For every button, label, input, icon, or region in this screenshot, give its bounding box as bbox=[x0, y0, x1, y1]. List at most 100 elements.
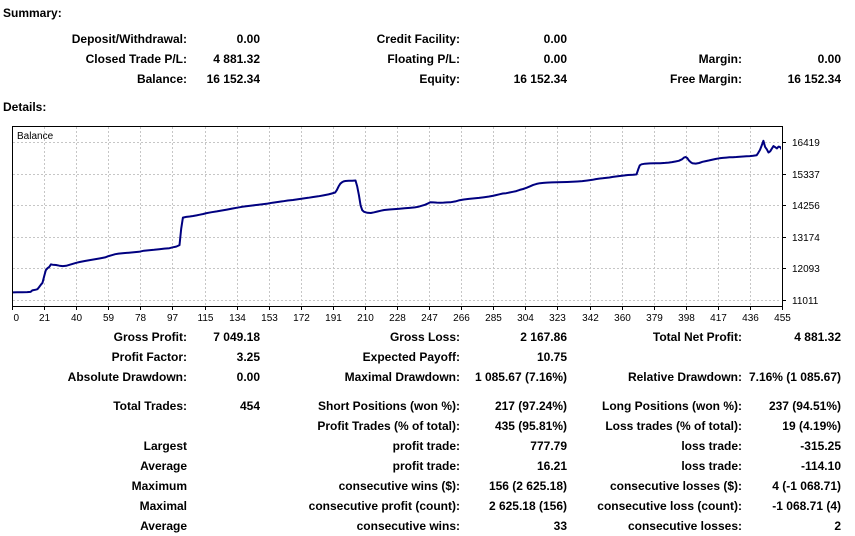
details-stats-table-bottom: Total Trades: 454 Short Positions (won %):… bbox=[0, 396, 841, 536]
stat-value: 10.75 bbox=[536, 350, 567, 364]
stat-label: Average bbox=[140, 459, 187, 473]
stat-label: loss trade: bbox=[681, 459, 742, 473]
stat-label: Maximal Drawdown: bbox=[344, 370, 460, 384]
x-axis-label: 247 bbox=[421, 313, 438, 324]
x-axis-label: 59 bbox=[103, 313, 115, 324]
stat-label: profit trade: bbox=[392, 459, 460, 473]
stat-label: Balance: bbox=[136, 72, 187, 86]
stat-label: Equity: bbox=[419, 72, 460, 86]
x-axis-label: 191 bbox=[325, 313, 342, 324]
details-section-title: Details: bbox=[3, 100, 47, 114]
summary-stats-table: Deposit/Withdrawal: 0.00 Credit Facility: 0… bbox=[0, 29, 841, 89]
stat-value bbox=[187, 416, 260, 436]
x-axis-label: 360 bbox=[614, 313, 631, 324]
stat-label: Gross Profit: bbox=[113, 330, 187, 344]
details-stats-table-top: Gross Profit: 7 049.18 Gross Loss: 2 167.86… bbox=[0, 327, 841, 387]
stat-label: Loss trades (% of total): bbox=[605, 419, 742, 433]
x-axis-label: 379 bbox=[646, 313, 663, 324]
stat-label: Profit Factor: bbox=[111, 350, 187, 364]
stat-value: 7 049.18 bbox=[213, 330, 260, 344]
y-axis-label: 11011 bbox=[792, 296, 819, 307]
x-axis-label: 436 bbox=[742, 313, 759, 324]
stat-value: 1 085.67 (7.16%) bbox=[474, 370, 567, 384]
y-axis-label: 13174 bbox=[792, 233, 820, 244]
stat-label: Profit Trades (% of total): bbox=[317, 419, 460, 433]
x-axis-label: 398 bbox=[678, 313, 695, 324]
stat-label: Expected Payoff: bbox=[362, 350, 460, 364]
stat-label: Deposit/Withdrawal: bbox=[71, 32, 187, 46]
stat-label: consecutive losses: bbox=[627, 519, 742, 533]
stat-label: Floating P/L: bbox=[387, 52, 460, 66]
stat-value bbox=[742, 29, 841, 49]
stat-value: 0.00 bbox=[543, 32, 567, 46]
stat-label bbox=[567, 347, 742, 367]
stat-label: consecutive wins ($): bbox=[338, 479, 460, 493]
x-axis-label: 153 bbox=[261, 313, 278, 324]
x-axis-label: 323 bbox=[549, 313, 566, 324]
stat-value: 435 (95.81%) bbox=[494, 419, 567, 433]
stat-value: 4 (-1 068.71) bbox=[772, 479, 841, 493]
x-axis-label: 455 bbox=[774, 313, 791, 324]
stat-label: Maximal bbox=[139, 499, 187, 513]
stat-label: Total Net Profit: bbox=[652, 330, 742, 344]
stat-label: Average bbox=[140, 519, 187, 533]
y-axis-label: 15337 bbox=[792, 170, 820, 181]
x-axis-label: 172 bbox=[293, 313, 310, 324]
stat-label: Absolute Drawdown: bbox=[67, 370, 187, 384]
y-axis-label: 12093 bbox=[792, 264, 820, 275]
stat-label: Largest bbox=[143, 439, 187, 453]
stat-label: Total Trades: bbox=[113, 399, 187, 413]
x-axis-label: 342 bbox=[582, 313, 599, 324]
stat-label: Free Margin: bbox=[669, 72, 742, 86]
stat-label bbox=[567, 29, 742, 49]
x-axis-label: 134 bbox=[229, 313, 246, 324]
stat-value: 454 bbox=[239, 399, 260, 413]
stat-value bbox=[187, 456, 260, 476]
stat-label: Margin: bbox=[698, 52, 742, 66]
stat-label: loss trade: bbox=[681, 439, 742, 453]
summary-section-title: Summary: bbox=[3, 6, 62, 20]
x-axis-label: 40 bbox=[71, 313, 83, 324]
stat-value: 16 152.34 bbox=[206, 72, 260, 86]
x-axis-label: 210 bbox=[357, 313, 374, 324]
stat-label: profit trade: bbox=[392, 439, 460, 453]
stat-value: 19 (4.19%) bbox=[782, 419, 841, 433]
x-axis-label: 115 bbox=[198, 313, 214, 324]
balance-chart: 0 21 40 59 78 97 115 134 153 172 191 210 228 247 266 28… bbox=[12, 126, 855, 326]
stat-label: Long Positions (won %): bbox=[602, 399, 742, 413]
x-axis-label: 417 bbox=[710, 313, 727, 324]
stat-value: 217 (97.24%) bbox=[494, 399, 567, 413]
stat-value: 4 881.32 bbox=[213, 52, 260, 66]
stat-value: 0.00 bbox=[236, 32, 260, 46]
stat-value: -315.25 bbox=[800, 439, 841, 453]
stat-value: 2 625.18 (156) bbox=[488, 499, 567, 513]
x-axis-label: 228 bbox=[389, 313, 406, 324]
stat-label: Closed Trade P/L: bbox=[85, 52, 187, 66]
stat-label: consecutive wins: bbox=[356, 519, 460, 533]
stat-value: 0.00 bbox=[817, 52, 841, 66]
stat-value: 0.00 bbox=[236, 370, 260, 384]
stat-value bbox=[742, 347, 841, 367]
stat-value bbox=[187, 516, 260, 536]
stat-label: Maximum bbox=[131, 479, 187, 493]
stat-value: 16 152.34 bbox=[787, 72, 841, 86]
x-axis-label: 285 bbox=[485, 313, 502, 324]
stat-value: 237 (94.51%) bbox=[768, 399, 841, 413]
x-axis-label: 304 bbox=[517, 313, 534, 324]
stat-label bbox=[0, 416, 187, 436]
stat-value: 0.00 bbox=[543, 52, 567, 66]
x-axis-label: 266 bbox=[453, 313, 470, 324]
stat-value bbox=[187, 496, 260, 516]
stat-label: consecutive losses ($): bbox=[609, 479, 742, 493]
balance-line bbox=[13, 139, 781, 294]
stat-label: consecutive profit (count): bbox=[308, 499, 460, 513]
x-axis-label: 21 bbox=[39, 313, 51, 324]
stat-value: 777.79 bbox=[530, 439, 567, 453]
stat-value bbox=[187, 436, 260, 456]
stat-value: -1 068.71 (4) bbox=[772, 499, 841, 513]
stat-value bbox=[187, 476, 260, 496]
stat-value: 156 (2 625.18) bbox=[488, 479, 567, 493]
stat-label: Relative Drawdown: bbox=[627, 370, 742, 384]
stat-value: 2 167.86 bbox=[520, 330, 567, 344]
